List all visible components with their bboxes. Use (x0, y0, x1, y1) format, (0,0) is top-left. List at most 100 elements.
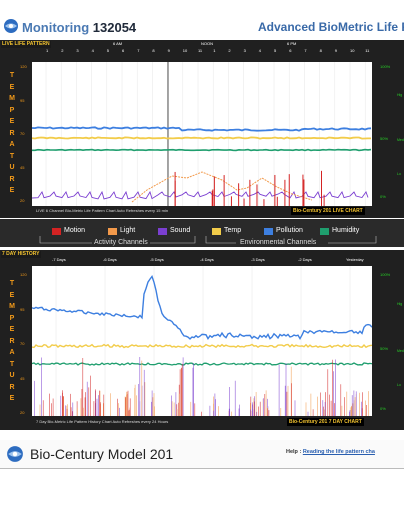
live-hour-tick: 11 (365, 48, 370, 53)
legend-label-temp: Temp (224, 227, 242, 234)
model-name: Bio-Century Model 201 (30, 446, 174, 462)
live-left-tick: 20 (20, 198, 25, 203)
history-panel-label: 7 DAY HISTORY (1, 251, 41, 258)
history-footnote: 7 Day Bio-Metric Life Pattern History Ch… (36, 419, 169, 424)
history-day-tick: -6 Days (103, 257, 117, 262)
live-hour-tick: 7 (304, 48, 307, 53)
hist-letter: P (9, 314, 15, 322)
legend-group-brackets (39, 236, 377, 244)
live-hour-tick: 4 (258, 48, 262, 53)
legend-group-activity: Activity Channels (94, 239, 148, 246)
live-letter: E (9, 187, 15, 194)
live-hour-tick: 3 (76, 48, 79, 53)
live-right-tick: 50% (380, 135, 389, 141)
live-hour-tick: 8 (152, 48, 155, 53)
legend-swatch-light (108, 228, 117, 235)
history-day-tick: Yesterday (346, 257, 364, 262)
legend-swatch-temp (212, 228, 221, 235)
live-chart-plot (32, 62, 372, 206)
history-humidity-series (32, 362, 372, 366)
hist-left-tick: 45 (20, 375, 25, 381)
live-temp-series (32, 136, 371, 140)
hist-right-aux-tick: Lo (397, 383, 401, 388)
hist-right-tick: 0% (380, 406, 386, 411)
live-hour-tick: 6 (122, 48, 125, 53)
live-panel-label: LIVE LIFE PATTERN (1, 41, 51, 48)
hist-letter: E (9, 326, 15, 333)
history-day-tick: -3 Days (251, 257, 265, 262)
page-subtitle: Advanced BioMetric Life Patt (258, 20, 404, 34)
live-left-tick: 120 (20, 64, 27, 69)
live-letter: U (9, 164, 15, 171)
legend-swatch-sound (158, 228, 167, 235)
live-hour-tick: 4 (91, 48, 94, 53)
hist-letter: E (9, 291, 15, 299)
legend-label-humidity: Humidity (332, 227, 360, 234)
live-sound-series (32, 190, 369, 200)
hist-letter: U (9, 372, 15, 379)
history-temp-series (32, 343, 372, 349)
hist-letter: A (9, 349, 15, 356)
globe-logo-icon (4, 19, 18, 33)
history-pollution-series (32, 275, 372, 340)
live-hour-tick: 6 (289, 48, 292, 53)
help-label: Help : (286, 449, 302, 455)
channel-legend (0, 219, 404, 247)
hist-letter: R (9, 337, 15, 345)
live-right-tick: 0% (380, 194, 386, 199)
legend-label-light: Light (120, 227, 136, 234)
help-text: Help : Reading the life pattern cha (286, 449, 375, 455)
live-hour-tick: 3 (243, 48, 246, 53)
hist-letter: R (9, 383, 15, 391)
hist-letter: T (9, 360, 15, 368)
live-letter: E (9, 83, 15, 91)
page-footer: Bio-Century Model 201 Help : Reading the… (0, 440, 404, 469)
hist-left-tick: 120 (20, 272, 27, 277)
hist-left-tick: 70 (20, 341, 25, 346)
page-header: Monitoring 132054 Advanced BioMetric Lif… (0, 0, 404, 36)
live-footnote: LIVE 6 Channel Bio-Metric Life Pattern C… (36, 208, 169, 213)
live-hour-tick: 1 (213, 48, 216, 53)
history-day-tick: -5 Days (150, 257, 164, 262)
help-link[interactable]: Reading the life pattern cha (302, 449, 375, 455)
hist-letter: T (9, 280, 15, 287)
live-left-tick: 70 (20, 131, 25, 136)
live-right-aux-tick: Hig (397, 92, 403, 97)
live-hour-tick: 7 (137, 48, 140, 53)
live-hour-tick: 9 (334, 48, 338, 53)
hist-letter: E (9, 395, 15, 402)
legend-swatch-humidity (320, 228, 329, 235)
live-hour-tick: 5 (106, 48, 110, 53)
live-letter: R (9, 175, 15, 183)
legend-swatch-pollution (264, 228, 273, 235)
history-day-tick: -4 Days (200, 257, 214, 262)
history-day-tick: -7 Days (52, 257, 66, 262)
live-left-tick: 45 (20, 164, 25, 170)
globe-logo-icon (7, 446, 23, 462)
hist-left-tick: 20 (20, 410, 25, 415)
live-letter: T (9, 72, 15, 79)
live-hour-tick: 8 (319, 48, 322, 53)
live-letter: T (9, 152, 15, 160)
live-hour-tick: 11 (198, 48, 203, 53)
live-hour-tick: 2 (61, 48, 64, 53)
live-right-aux-tick: Lo (397, 171, 401, 176)
legend-label-pollution: Pollution (276, 227, 303, 234)
live-light-series (131, 171, 313, 203)
live-hour-tick: 10 (350, 48, 355, 53)
history-day-tick: -2 Days (298, 257, 312, 262)
live-letter: P (9, 106, 15, 114)
live-letter: E (9, 118, 15, 125)
live-right-tick: 100% (380, 64, 391, 69)
live-hour-tick: 10 (182, 48, 188, 53)
live-marker-6am: 6 AM (113, 41, 123, 46)
legend-label-sound: Sound (170, 227, 191, 234)
live-plot-background (32, 62, 372, 206)
legend-group-environmental: Environmental Channels (240, 239, 317, 246)
hist-left-tick: 95 (20, 306, 25, 312)
live-left-tick: 95 (20, 97, 25, 103)
legend-swatch-motion (52, 228, 61, 235)
history-chart-badge: Bio-Century 201 7 DAY CHART (287, 418, 364, 426)
page-title: Monitoring 132054 (22, 20, 137, 35)
history-chart-plot (32, 266, 372, 416)
